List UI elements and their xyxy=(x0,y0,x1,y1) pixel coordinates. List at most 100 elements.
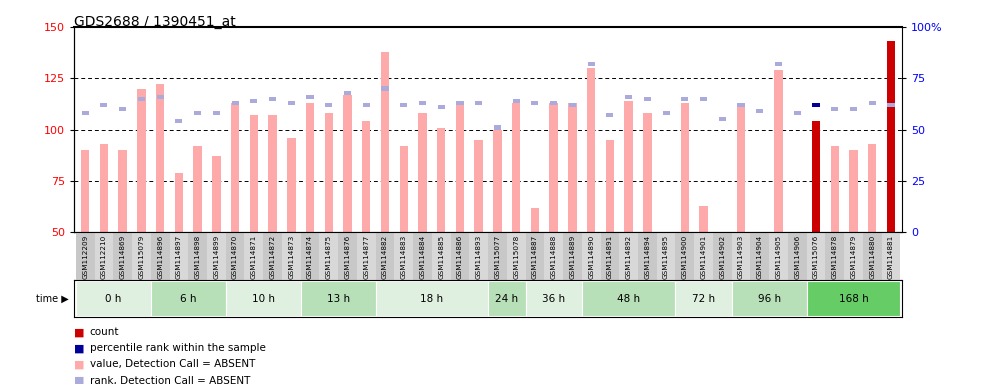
Bar xyxy=(606,113,613,117)
Bar xyxy=(118,150,127,232)
Text: GSM114896: GSM114896 xyxy=(157,235,163,279)
Bar xyxy=(81,150,90,232)
Bar xyxy=(526,232,544,280)
Bar xyxy=(156,84,165,232)
Bar xyxy=(394,232,413,280)
Bar xyxy=(232,101,239,105)
Bar xyxy=(738,103,744,107)
Text: rank, Detection Call = ABSENT: rank, Detection Call = ABSENT xyxy=(90,376,250,384)
Bar xyxy=(625,95,632,99)
Bar xyxy=(644,97,651,101)
Bar xyxy=(563,232,582,280)
Bar xyxy=(530,208,539,232)
Text: GSM115079: GSM115079 xyxy=(138,235,144,279)
Bar xyxy=(357,232,376,280)
Bar xyxy=(675,281,732,316)
Bar xyxy=(157,95,164,99)
Bar xyxy=(812,103,819,107)
Bar xyxy=(643,113,652,232)
Text: GSM115076: GSM115076 xyxy=(813,235,819,279)
Bar xyxy=(119,107,126,111)
Text: 72 h: 72 h xyxy=(692,293,715,304)
Bar xyxy=(151,281,226,316)
Bar xyxy=(750,232,769,280)
Bar xyxy=(868,144,877,232)
Bar xyxy=(624,101,633,232)
Bar xyxy=(268,115,277,232)
Text: GSM114891: GSM114891 xyxy=(606,235,613,279)
Text: GSM114902: GSM114902 xyxy=(720,235,726,279)
Bar xyxy=(831,107,838,111)
Text: GSM115078: GSM115078 xyxy=(513,235,520,279)
Text: 0 h: 0 h xyxy=(106,293,121,304)
Text: GSM114890: GSM114890 xyxy=(588,235,595,279)
Text: GSM114875: GSM114875 xyxy=(325,235,332,279)
Bar xyxy=(344,91,351,95)
Bar xyxy=(732,232,750,280)
Bar xyxy=(437,127,446,232)
Bar xyxy=(419,101,426,105)
Bar xyxy=(250,99,257,103)
Bar xyxy=(531,101,538,105)
Bar xyxy=(132,232,151,280)
Text: GSM115077: GSM115077 xyxy=(494,235,501,279)
Text: GSM114894: GSM114894 xyxy=(644,235,651,279)
Bar xyxy=(700,97,707,101)
Bar xyxy=(301,232,319,280)
Bar xyxy=(101,103,107,107)
Bar xyxy=(324,113,333,232)
Bar xyxy=(301,281,376,316)
Bar xyxy=(830,146,839,232)
Text: GSM114886: GSM114886 xyxy=(457,235,463,279)
Text: GSM112209: GSM112209 xyxy=(82,235,88,279)
Bar xyxy=(263,232,282,280)
Bar xyxy=(307,95,314,99)
Bar xyxy=(755,232,764,237)
Bar xyxy=(212,156,221,232)
Bar xyxy=(151,232,170,280)
Bar xyxy=(507,232,526,280)
Bar xyxy=(550,101,557,105)
Text: GSM114901: GSM114901 xyxy=(701,235,707,279)
Bar xyxy=(488,281,526,316)
Bar xyxy=(662,232,670,238)
Bar xyxy=(587,68,596,232)
Text: GSM114892: GSM114892 xyxy=(625,235,632,279)
Bar xyxy=(193,146,202,232)
Bar xyxy=(657,232,675,280)
Text: 168 h: 168 h xyxy=(839,293,869,304)
Bar xyxy=(807,281,900,316)
Bar xyxy=(869,101,876,105)
Text: 36 h: 36 h xyxy=(542,293,565,304)
Bar xyxy=(474,140,483,232)
Text: GSM114885: GSM114885 xyxy=(438,235,445,279)
Bar xyxy=(170,232,188,280)
Text: GSM114876: GSM114876 xyxy=(344,235,351,279)
Text: GSM114879: GSM114879 xyxy=(851,235,857,279)
Bar xyxy=(526,281,582,316)
Text: 10 h: 10 h xyxy=(251,293,275,304)
Text: GSM114873: GSM114873 xyxy=(288,235,294,279)
Bar xyxy=(432,232,451,280)
Text: 13 h: 13 h xyxy=(326,293,350,304)
Bar xyxy=(76,281,151,316)
Bar xyxy=(207,232,226,280)
Bar xyxy=(569,103,576,107)
Bar xyxy=(588,62,595,66)
Bar xyxy=(568,103,577,232)
Bar xyxy=(663,111,669,115)
Text: ■: ■ xyxy=(74,343,85,353)
Bar xyxy=(807,232,825,280)
Bar xyxy=(582,232,600,280)
Bar xyxy=(188,232,207,280)
Bar xyxy=(494,126,501,129)
Bar xyxy=(95,232,113,280)
Bar xyxy=(231,103,240,232)
Bar xyxy=(287,138,296,232)
Text: GSM114903: GSM114903 xyxy=(739,235,744,279)
Bar xyxy=(457,101,463,105)
Bar xyxy=(544,232,563,280)
Text: 96 h: 96 h xyxy=(757,293,781,304)
Text: GSM114872: GSM114872 xyxy=(269,235,275,279)
Bar xyxy=(719,117,726,121)
